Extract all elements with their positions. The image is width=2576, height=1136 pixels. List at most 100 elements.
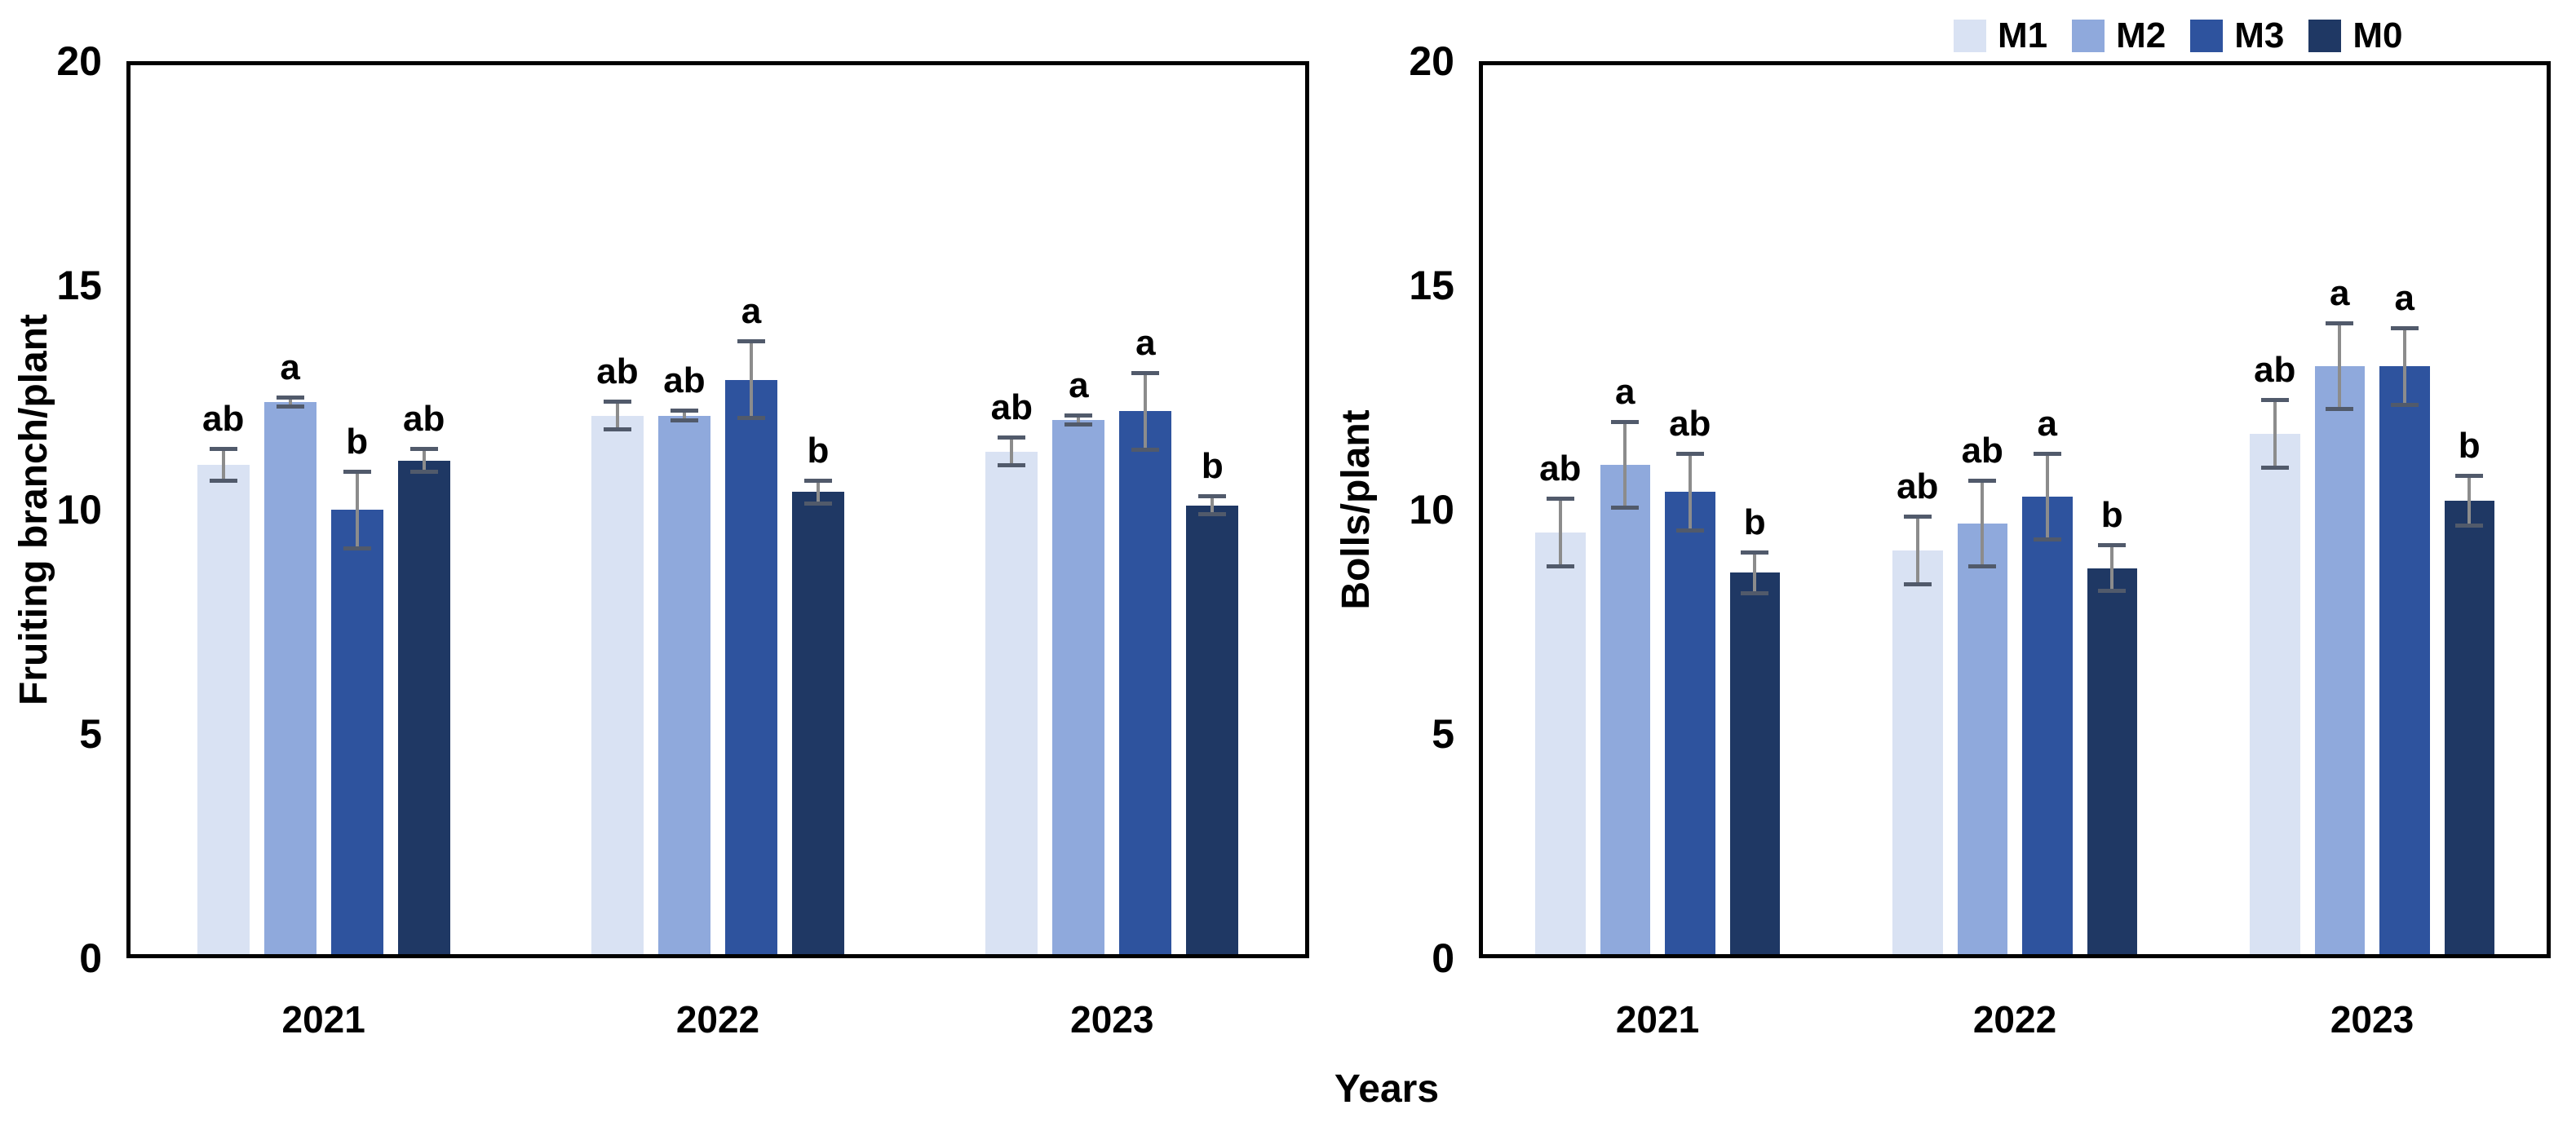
significance-letter: a xyxy=(2037,403,2057,444)
error-bar-line xyxy=(2338,321,2342,411)
error-bar-cap-top xyxy=(737,339,765,343)
error-bar-cap-top xyxy=(1064,413,1093,418)
error-bar-cap-top xyxy=(998,435,1026,440)
category-group: ab a ab b 2021 xyxy=(1535,61,1780,1041)
error-bar-line xyxy=(2402,325,2406,407)
bar-m1-2021 xyxy=(1535,532,1586,958)
error-bar-line xyxy=(1753,550,1757,595)
legend-item: M2 xyxy=(2072,18,2166,54)
error-bar-cap-bottom xyxy=(803,501,832,506)
error-bar-cap-top xyxy=(2390,325,2419,330)
bar-m3-2022 xyxy=(724,379,777,958)
error-bar-line xyxy=(749,339,753,420)
error-bar-cap-bottom xyxy=(1903,581,1932,586)
significance-letter: a xyxy=(1135,322,1156,363)
error-bar-cap-bottom xyxy=(1741,590,1769,595)
legend-label: M0 xyxy=(2352,15,2403,55)
error-bar-cap-top xyxy=(343,469,371,474)
error-bar xyxy=(343,469,371,550)
bar-cell: ab xyxy=(1957,61,2007,958)
error-bar-line xyxy=(2273,397,2277,470)
significance-letter: ab xyxy=(596,351,639,392)
error-bar-cap-bottom xyxy=(1198,512,1227,517)
bar-cell: b xyxy=(330,61,383,958)
error-bar xyxy=(2390,325,2419,407)
x-tick-label: 2022 xyxy=(675,998,760,1041)
error-bar xyxy=(2455,474,2484,528)
error-bar-cap-bottom xyxy=(409,470,438,474)
error-bar xyxy=(409,447,438,474)
bar-m3-2023 xyxy=(1119,411,1172,958)
legend: M1 M2 M3 M0 xyxy=(1954,18,2403,54)
significance-letter: a xyxy=(741,291,762,331)
x-axis-title: Years xyxy=(1334,1067,1440,1111)
error-bar-cap-bottom xyxy=(2260,465,2289,470)
error-bar xyxy=(1611,420,1640,510)
category-group: ab a a b 2023 xyxy=(2250,61,2494,1041)
error-bar xyxy=(2260,397,2289,470)
bar-m3-2021 xyxy=(330,510,383,958)
y-tick-label: 10 xyxy=(56,487,102,533)
error-bar-cap-bottom xyxy=(2390,402,2419,407)
plot-area: ab a ab b 2021 ab ab a b 2022 ab a a b 2023 xyxy=(1479,61,2551,1041)
legend-swatch-m1 xyxy=(1954,20,1986,52)
error-bar-cap-top xyxy=(1968,478,1997,483)
error-bar-cap-top xyxy=(603,400,631,404)
error-bar-line xyxy=(288,395,292,409)
significance-letter: ab xyxy=(1961,430,2003,471)
x-tick-label: 2022 xyxy=(1972,998,2057,1041)
bar-cell: a xyxy=(263,61,316,958)
bar-cell: ab xyxy=(1892,61,1943,958)
significance-letter: b xyxy=(1201,445,1224,486)
bar-cell: a xyxy=(724,61,777,958)
error-bar-cap-bottom xyxy=(1131,447,1160,452)
bar-cell: b xyxy=(2087,61,2137,958)
bar-m2-2022 xyxy=(657,415,710,958)
error-bar-cap-bottom xyxy=(2033,537,2061,541)
bar-m2-2023 xyxy=(2314,366,2365,958)
error-bar-cap-top xyxy=(2455,474,2484,478)
error-bar xyxy=(1675,451,1704,533)
bar-m2-2021 xyxy=(263,402,316,958)
significance-letter: a xyxy=(280,347,300,387)
bar-m2-2023 xyxy=(1052,420,1105,958)
error-bar xyxy=(1903,514,1932,586)
error-bar-cap-bottom xyxy=(1675,528,1704,533)
bar-m1-2022 xyxy=(591,415,644,958)
bar-cell: ab xyxy=(197,61,250,958)
significance-letter: ab xyxy=(1897,466,1939,506)
y-tick-label: 0 xyxy=(1432,935,1454,981)
bar-cell: ab xyxy=(985,61,1038,958)
legend-label: M2 xyxy=(2116,15,2167,55)
bar-m1-2022 xyxy=(1892,550,1943,958)
legend-item: M0 xyxy=(2308,15,2403,55)
significance-letter: ab xyxy=(402,399,445,439)
error-bar-cap-bottom xyxy=(2098,588,2127,593)
error-bar-cap-bottom xyxy=(343,546,371,550)
bar-m1-2023 xyxy=(2250,433,2300,958)
error-bar-line xyxy=(2110,543,2114,593)
bar-m0-2021 xyxy=(397,460,450,958)
error-bar-line xyxy=(1688,451,1692,533)
error-bar-cap-top xyxy=(276,395,304,400)
error-bar xyxy=(1741,550,1769,595)
legend-item: M3 xyxy=(2190,18,2284,54)
bar-m0-2021 xyxy=(1729,572,1780,958)
bar-cell: ab xyxy=(1535,61,1586,958)
significance-letter: b xyxy=(807,430,830,471)
bar-m3-2021 xyxy=(1665,492,1715,958)
error-bar-line xyxy=(2468,474,2472,528)
bar-cell: a xyxy=(2314,61,2365,958)
error-bar-line xyxy=(615,400,619,431)
bar-m3-2022 xyxy=(2022,496,2073,958)
y-tick-label: 5 xyxy=(1432,711,1454,757)
error-bar-cap-top xyxy=(1611,420,1640,424)
error-bar-line xyxy=(1981,478,1985,568)
significance-letter: ab xyxy=(2254,349,2296,390)
error-bar-line xyxy=(1623,420,1627,510)
bar-m2-2022 xyxy=(1957,523,2007,958)
bar-cell: a xyxy=(2379,61,2430,958)
error-bar-cap-top xyxy=(2260,397,2289,402)
x-tick-label: 2021 xyxy=(281,998,365,1041)
error-bar-cap-bottom xyxy=(1546,564,1574,568)
